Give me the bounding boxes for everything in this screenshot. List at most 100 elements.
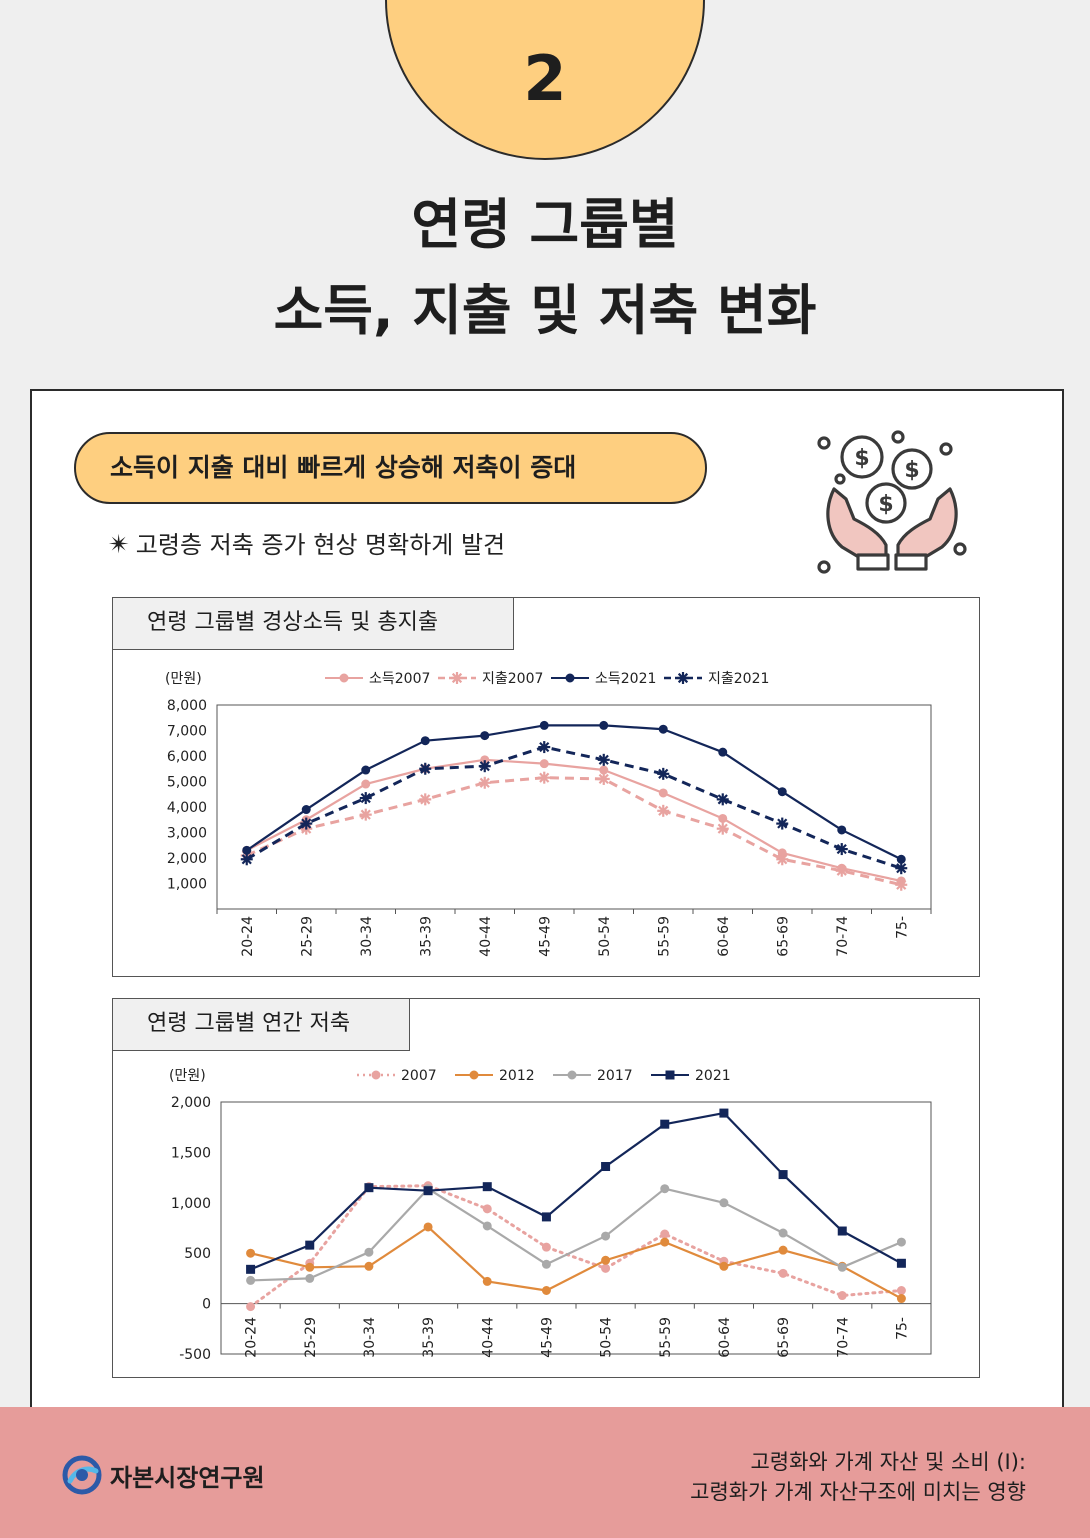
chart1-data-point [240, 853, 253, 866]
page-title: 연령 그룹별 소득, 지출 및 저축 변화 [0, 182, 1090, 354]
chart2-data-point [364, 1261, 374, 1271]
chart2-data-point [482, 1204, 492, 1214]
chart2-data-point [896, 1285, 906, 1295]
chart2-data-point [660, 1229, 670, 1239]
content-panel: 소득이 지출 대비 빠르게 상승해 저축이 증대 ✴ 고령층 저축 증가 현상 명… [30, 389, 1064, 1429]
chart1-x-tick-label: 40-44 [478, 916, 494, 957]
chart1-data-point [419, 793, 432, 806]
chart1-y-axis-label: (만원) [165, 671, 202, 687]
chart1-data-point [359, 808, 372, 821]
chart2-legend-marker [567, 1070, 577, 1080]
note-text: 고령층 저축 증가 현상 명확하게 발견 [135, 531, 506, 559]
chart2-data-point [896, 1258, 906, 1268]
chart1-data-point [478, 776, 491, 789]
page-title-line1: 연령 그룹별 [411, 193, 679, 256]
headline-pill: 소득이 지출 대비 빠르게 상승해 저축이 증대 [74, 432, 707, 504]
chart2-y-tick-label: 0 [202, 1297, 211, 1313]
chart2-data-point [719, 1261, 729, 1271]
chart2-data-point [601, 1162, 611, 1172]
chart1-x-tick-label: 50-54 [597, 916, 613, 957]
chart1-y-tick-label: 1,000 [167, 877, 207, 893]
chart2-series-2021 [246, 1108, 906, 1274]
chart1-data-point [420, 736, 430, 746]
chart1-x-tick-label: 60-64 [716, 916, 732, 957]
chart1-data-point [657, 804, 670, 817]
chart1-legend: 소득2007 지출2007 소득2021 지출2021 [325, 671, 769, 687]
chart1-data-point [300, 817, 313, 830]
chart2-data-point [482, 1221, 492, 1231]
chart2-x-tick-label: 35-39 [421, 1317, 437, 1358]
chart1-y-tick-label: 2,000 [167, 851, 207, 867]
chart1-series-지출2007 [240, 771, 908, 891]
chart2-x-tick-label: 30-34 [362, 1317, 378, 1358]
chart2-legend-marker [469, 1070, 479, 1080]
chart2-x-tick-label: 70-74 [835, 1317, 851, 1358]
svg-text:$: $ [878, 492, 893, 517]
chart2-data-point [246, 1275, 256, 1285]
chart1-y-tick-label: 3,000 [167, 826, 207, 842]
chart1-legend-label: 소득2021 [595, 671, 656, 687]
chart1-data-point [242, 845, 252, 855]
section-number: 2 [523, 42, 567, 115]
annual-savings-chart: 2,000 1,500 1,000 500 0 -500 (만원) 20-24 25-29 30-… [112, 998, 980, 1378]
report-title-line1: 고령화와 가계 자산 및 소비 (I): [750, 1450, 1026, 1474]
chart1-x-tick-label: 75- [894, 916, 910, 939]
chart2-data-point [305, 1240, 315, 1250]
chart2-legend-label: 2007 [401, 1068, 437, 1084]
chart1-data-point [835, 843, 848, 856]
coins-in-hands-icon: $ $ $ [817, 430, 967, 574]
chart1-series-소득2021 [242, 720, 906, 864]
chart2-data-point [364, 1183, 374, 1193]
chart2-y-tick-label: 1,500 [171, 1145, 211, 1161]
chart1-legend-marker [677, 672, 689, 684]
chart2-x-tick-label: 20-24 [244, 1317, 260, 1358]
chart1-x-tick-label: 65-69 [775, 916, 791, 957]
chart2-data-point [778, 1170, 788, 1180]
chart1-plot-area [216, 704, 932, 910]
chart1-x-tick-label: 55-59 [656, 916, 672, 957]
chart2-data-point [719, 1108, 729, 1118]
institute-logo[interactable]: 자본시장연구원 [62, 1455, 265, 1495]
chart2-data-point [541, 1212, 551, 1222]
chart2-x-tick-label: 25-29 [303, 1317, 319, 1358]
chart1-data-point [716, 793, 729, 806]
chart1-legend-marker [451, 672, 463, 684]
income-expense-chart: 8,000 7,000 6,000 5,000 4,000 3,000 2,000 1,000… [112, 597, 980, 977]
income-expense-chart-plot: 8,000 7,000 6,000 5,000 4,000 3,000 2,000 1,000… [165, 671, 932, 957]
chart1-data-point [776, 817, 789, 830]
chart2-data-point [482, 1182, 492, 1192]
svg-text:$: $ [904, 458, 919, 483]
chart2-y-tick-label: 1,000 [171, 1196, 211, 1212]
chart2-data-point [305, 1273, 315, 1283]
chart2-x-tick-label: 50-54 [599, 1317, 615, 1358]
chart1-data-point [777, 787, 787, 797]
chart1-data-point [658, 724, 668, 734]
chart2-plot-area [220, 1101, 932, 1355]
chart1-data-point [597, 772, 610, 785]
chart2-series-2012 [246, 1222, 906, 1304]
page-title-line2: 소득, 지출 및 저축 변화 [273, 279, 817, 342]
annual-savings-chart-plot: 2,000 1,500 1,000 500 0 -500 (만원) 20-24 25-29 30-… [169, 1068, 932, 1363]
chart2-data-point [660, 1237, 670, 1247]
chart1-series-line [245, 745, 902, 870]
chart1-y-tick-label: 5,000 [167, 775, 207, 791]
chart2-x-tick-label: 55-59 [658, 1317, 674, 1358]
chart1-data-point [716, 822, 729, 835]
chart1-data-point [539, 720, 549, 730]
chart1-x-tick-label: 20-24 [240, 916, 256, 957]
chart1-data-point [599, 720, 609, 730]
chart1-data-point [776, 853, 789, 866]
chart2-data-point [719, 1198, 729, 1208]
institute-logo-icon [62, 1455, 102, 1495]
chart2-data-point [246, 1248, 256, 1258]
chart1-data-point [718, 747, 728, 757]
chart1-data-point [597, 753, 610, 766]
chart2-legend-label: 2021 [695, 1068, 731, 1084]
chart1-data-point [361, 765, 371, 775]
chart1-data-point [718, 813, 728, 823]
chart2-data-point [896, 1237, 906, 1247]
chart1-y-tick-label: 8,000 [167, 698, 207, 714]
chart2-data-point [837, 1291, 847, 1301]
chart1-y-tick-label: 6,000 [167, 749, 207, 765]
chart1-data-point [538, 741, 551, 754]
